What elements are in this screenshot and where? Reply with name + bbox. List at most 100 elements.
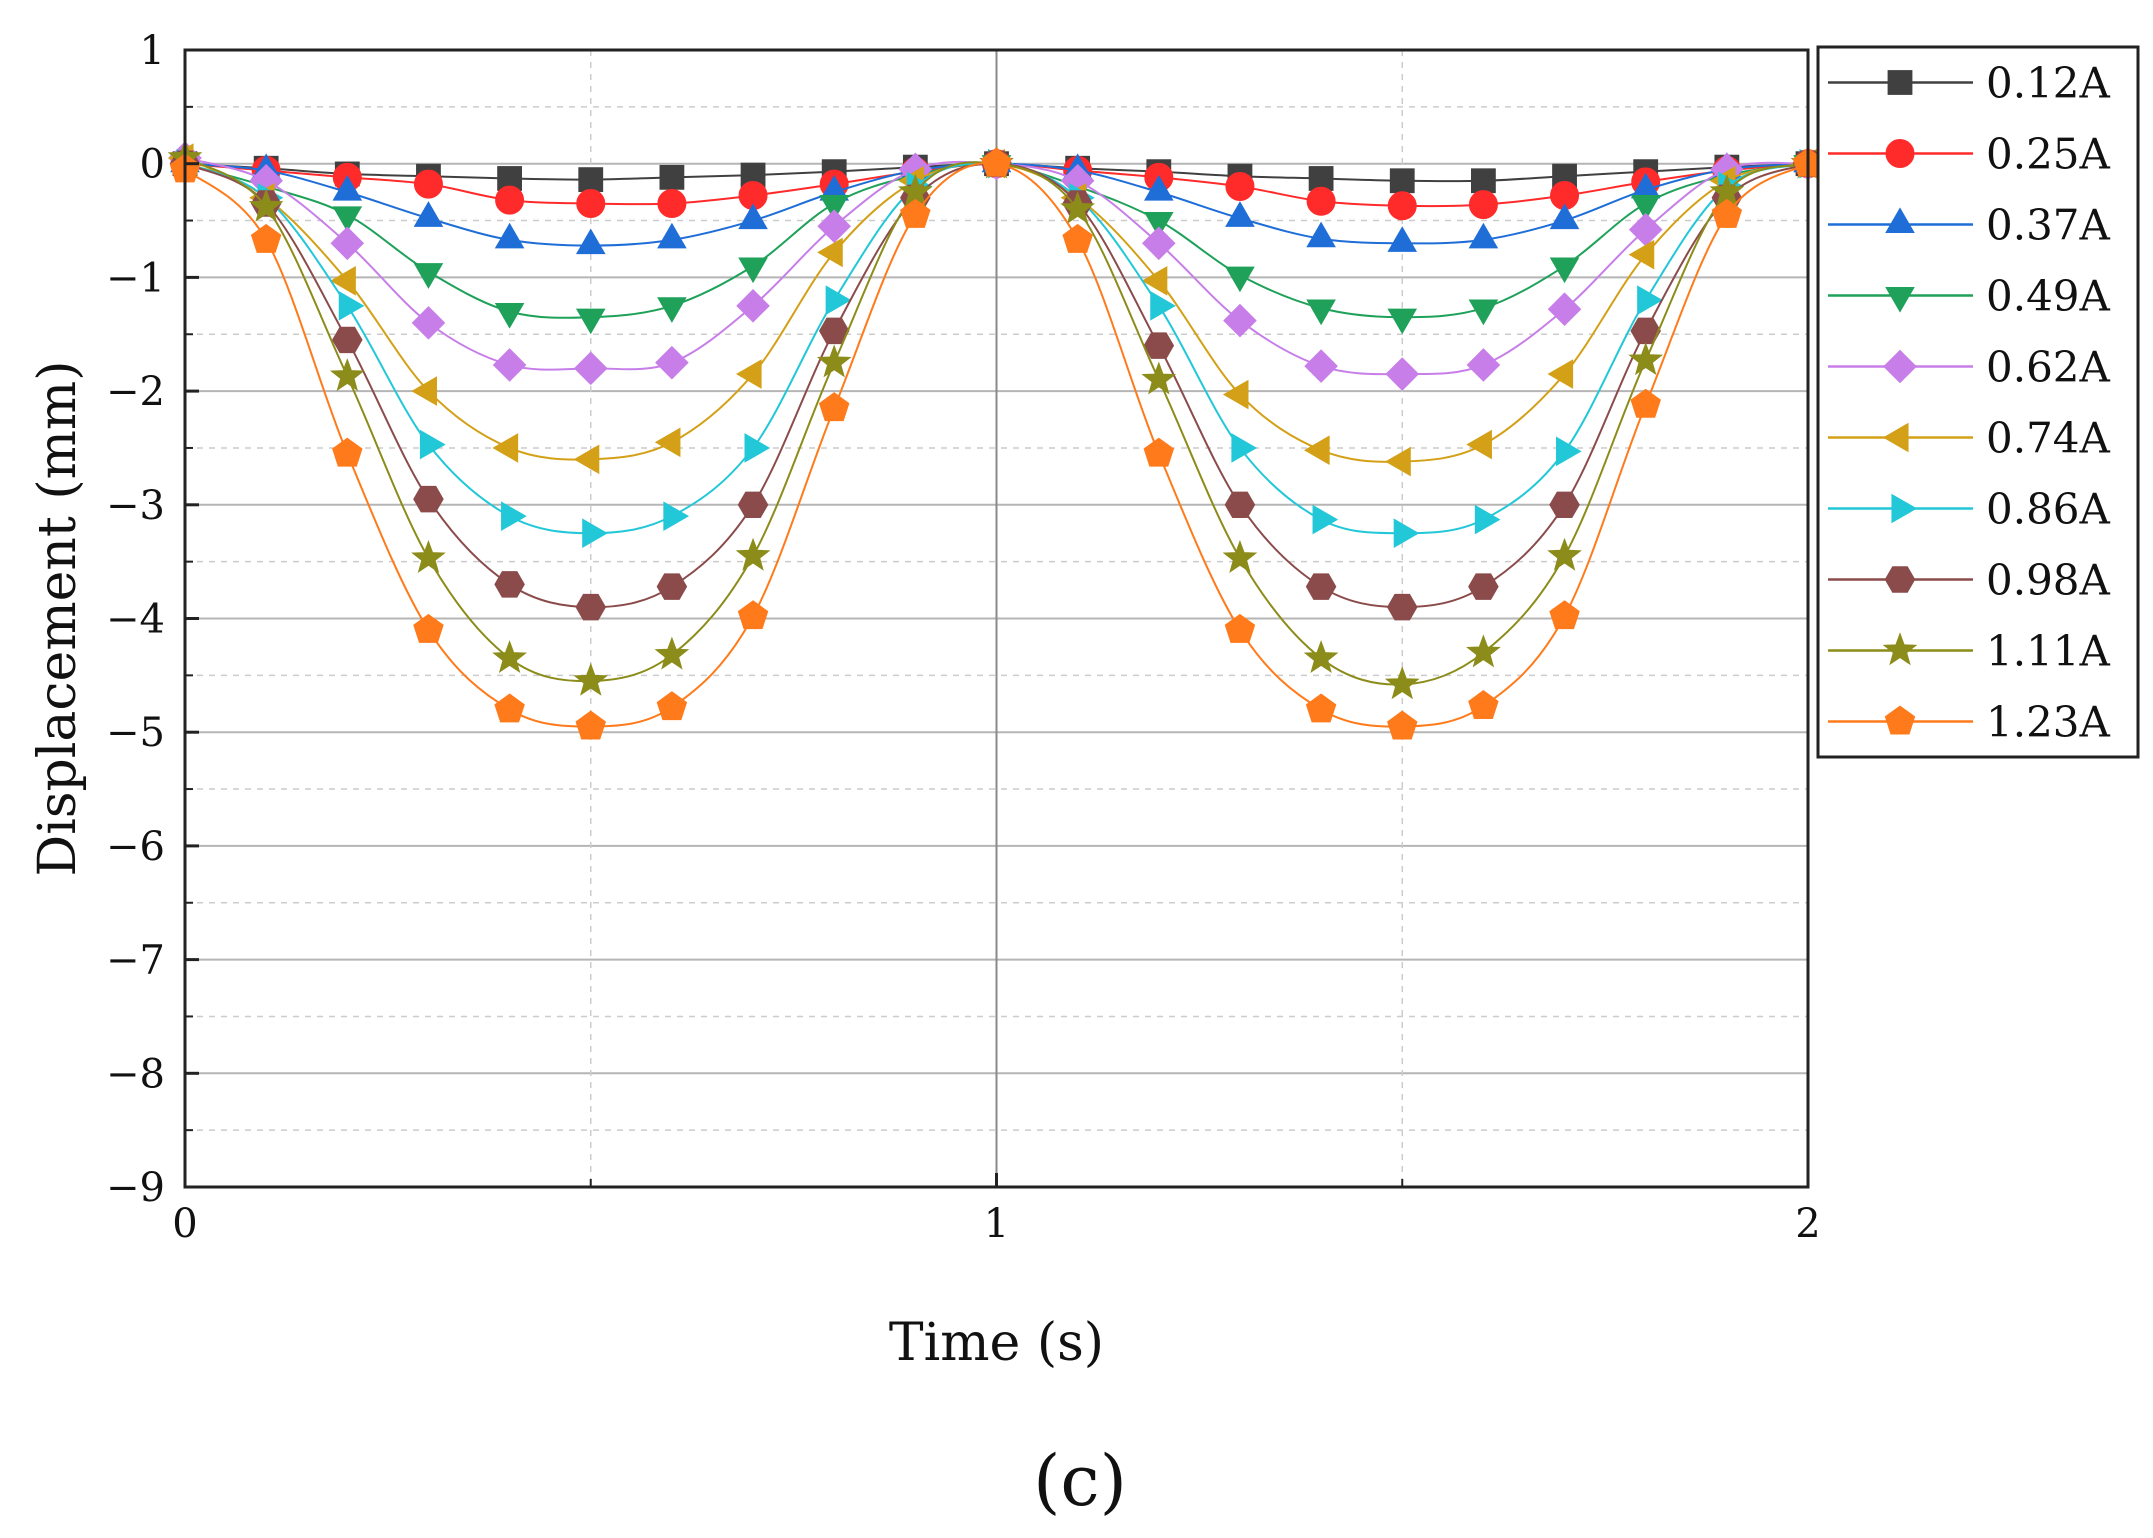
- data-point: [413, 169, 443, 199]
- data-point: [1468, 222, 1499, 249]
- data-point: [1143, 437, 1175, 467]
- data-point: [659, 164, 685, 190]
- series-1.23A: [169, 147, 1824, 740]
- data-point: [1306, 299, 1336, 326]
- y-tick-label: −2: [106, 369, 165, 415]
- y-axis-label: Displacement (mm): [28, 360, 88, 876]
- data-point: [578, 167, 604, 193]
- legend-item: 0.25A: [1828, 130, 2111, 179]
- data-point: [654, 636, 690, 670]
- data-point: [501, 501, 527, 531]
- data-point: [656, 691, 688, 721]
- legend-label: 0.49A: [1986, 272, 2111, 321]
- data-point: [657, 188, 687, 218]
- data-point: [744, 433, 771, 463]
- data-point: [1224, 491, 1256, 519]
- data-point: [1466, 634, 1501, 668]
- data-point: [825, 285, 852, 315]
- data-point: [900, 198, 931, 228]
- data-point: [818, 392, 850, 422]
- data-point: [1628, 342, 1664, 376]
- data-point: [1141, 226, 1176, 261]
- data-point: [1306, 186, 1336, 216]
- data-point: [1225, 266, 1255, 293]
- legend-label: 0.74A: [1986, 414, 2111, 463]
- data-point: [737, 491, 769, 519]
- data-point: [656, 573, 688, 600]
- data-point: [1549, 203, 1580, 230]
- y-tick-label: 1: [140, 28, 165, 74]
- data-point: [1466, 348, 1501, 382]
- data-point: [573, 351, 608, 386]
- data-point: [250, 223, 282, 253]
- data-point: [817, 209, 852, 244]
- y-tick-label: −1: [106, 255, 165, 301]
- legend-label: 1.11A: [1986, 627, 2111, 676]
- legend-label: 0.37A: [1986, 201, 2111, 250]
- data-point: [332, 206, 363, 232]
- data-point: [1305, 693, 1337, 723]
- data-point: [1225, 201, 1255, 227]
- data-point: [1630, 194, 1661, 221]
- legend-marker: [1891, 493, 1918, 524]
- data-point: [1547, 537, 1582, 571]
- data-point: [1549, 600, 1580, 630]
- data-point: [1223, 303, 1257, 338]
- data-point: [575, 308, 606, 335]
- data-point: [1549, 257, 1580, 284]
- data-point: [1386, 593, 1418, 621]
- data-point: [1312, 504, 1339, 535]
- legend-marker: [1884, 566, 1916, 593]
- y-tick-label: −6: [106, 824, 165, 870]
- data-point: [1471, 168, 1496, 194]
- legend-item: 0.98A: [1828, 556, 2111, 605]
- legend-item: 1.11A: [1828, 627, 2111, 676]
- data-point: [1141, 361, 1177, 395]
- data-point: [737, 600, 769, 630]
- y-tick-label: −9: [106, 1165, 165, 1211]
- legend-item: 0.62A: [1828, 343, 2111, 392]
- data-point: [1468, 690, 1499, 720]
- data-point: [657, 222, 687, 249]
- data-point: [1143, 212, 1174, 238]
- legend-item: 0.12A: [1828, 59, 2111, 108]
- data-point: [1466, 429, 1492, 460]
- data-point: [1306, 221, 1336, 248]
- data-point: [576, 188, 606, 218]
- legend-item: 0.74A: [1828, 414, 2111, 463]
- data-point: [332, 326, 363, 354]
- y-tick-label: 0: [140, 142, 165, 188]
- data-point: [1143, 175, 1174, 201]
- data-point: [419, 429, 446, 460]
- data-point: [413, 201, 444, 227]
- data-point: [495, 185, 525, 215]
- data-point: [1628, 239, 1655, 270]
- data-point: [492, 433, 519, 463]
- x-tick-label: 0: [172, 1201, 197, 1247]
- data-point: [413, 263, 444, 289]
- data-point: [816, 344, 852, 378]
- data-point: [1547, 292, 1582, 327]
- data-point: [1389, 168, 1415, 194]
- data-point: [492, 348, 527, 382]
- legend-marker: [1884, 705, 1916, 735]
- data-point: [582, 518, 608, 549]
- data-point: [1556, 436, 1582, 467]
- data-point: [1305, 573, 1337, 600]
- data-point: [1468, 299, 1499, 326]
- legend-label: 0.25A: [1986, 130, 2111, 179]
- data-point: [1630, 388, 1661, 418]
- y-tick-label: −7: [106, 938, 165, 984]
- data-point: [494, 693, 525, 723]
- data-point: [1468, 573, 1499, 600]
- legend-item: 0.37A: [1828, 201, 2111, 250]
- data-point: [1150, 291, 1176, 321]
- x-axis-label: Time (s): [889, 1313, 1104, 1373]
- data-point: [736, 289, 770, 323]
- data-point: [492, 640, 527, 674]
- data-point: [332, 437, 363, 467]
- data-point: [575, 710, 606, 740]
- y-tick-label: −8: [106, 1051, 165, 1097]
- data-point: [1630, 317, 1661, 345]
- data-point: [1637, 285, 1663, 315]
